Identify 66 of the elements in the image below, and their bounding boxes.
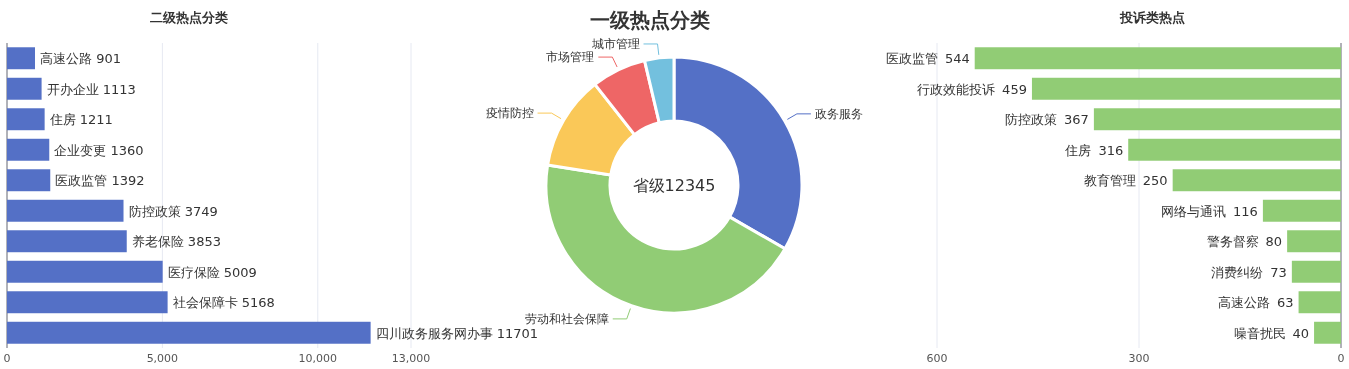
- data-label: 116: [1233, 203, 1258, 219]
- bar: [7, 169, 51, 192]
- data-label: 开办企业 1113: [46, 81, 136, 97]
- chart-title: 投诉类热点: [1118, 10, 1185, 25]
- data-label: 企业变更 1360: [54, 142, 144, 158]
- y-tick-label: 防控政策: [1005, 112, 1058, 128]
- data-label: 73: [1270, 264, 1287, 280]
- slice-label: 城市管理: [590, 36, 640, 51]
- data-label: 社会保障卡 5168: [172, 295, 275, 311]
- x-tick-label: 0: [1337, 352, 1345, 365]
- slice-label: 劳动和社会保障: [524, 311, 609, 326]
- data-label: 防控政策 3749: [128, 203, 218, 219]
- data-label: 高速公路 901: [40, 51, 121, 67]
- y-tick-label: 噪音扰民: [1233, 325, 1286, 341]
- slice-label: 市场管理: [546, 50, 595, 65]
- data-label: 医政监管 1392: [55, 173, 145, 189]
- bar: [1287, 230, 1341, 253]
- x-tick-label: 300: [1128, 352, 1150, 365]
- bar: [7, 291, 168, 314]
- data-label: 养老保险 3853: [131, 234, 221, 250]
- bar: [7, 77, 42, 100]
- chart-title: 二级热点分类: [150, 10, 228, 25]
- x-tick-label: 13,000: [391, 352, 431, 365]
- y-tick-label: 消费纠纷: [1211, 264, 1264, 280]
- bar: [1291, 260, 1341, 283]
- data-label: 459: [1002, 81, 1027, 97]
- bar: [1314, 321, 1341, 344]
- y-tick-label: 医政监管: [885, 51, 938, 67]
- data-label: 40: [1292, 325, 1310, 341]
- bar: [7, 230, 127, 253]
- data-label: 80: [1265, 234, 1283, 250]
- y-tick-label: 行政效能投诉: [917, 81, 996, 97]
- bar: [1031, 77, 1341, 100]
- y-tick-label: 教育管理: [1083, 173, 1136, 189]
- data-label: 316: [1098, 142, 1124, 158]
- data-label: 住房 1211: [48, 112, 113, 128]
- bar: [1093, 108, 1341, 131]
- bar: [1298, 291, 1341, 314]
- data-label: 医疗保险 5009: [167, 264, 257, 280]
- x-tick-label: 600: [926, 352, 948, 365]
- bar: [1262, 199, 1341, 222]
- slice-label: 政务服务: [814, 106, 863, 121]
- data-label: 63: [1277, 295, 1294, 311]
- bar: [1128, 138, 1341, 161]
- y-tick-label: 网络与通讯: [1161, 203, 1227, 219]
- slice-label: 疫情防控: [485, 106, 534, 121]
- y-tick-label: 高速公路: [1218, 295, 1271, 311]
- chart-title: 一级热点分类: [590, 8, 710, 32]
- x-tick-label: 5,000: [146, 352, 179, 365]
- data-label: 250: [1142, 173, 1168, 189]
- bar: [7, 321, 371, 344]
- y-tick-label: 住房: [1064, 142, 1092, 158]
- data-label: 544: [944, 51, 970, 67]
- bar: [7, 138, 50, 161]
- bar: [1172, 169, 1341, 192]
- bar: [7, 199, 124, 222]
- bar: [974, 47, 1341, 70]
- data-label: 四川政务服务网办事 11701: [375, 325, 539, 341]
- x-tick-label: 0: [3, 352, 11, 365]
- bar: [7, 108, 45, 131]
- y-tick-label: 警务督察: [1206, 234, 1259, 250]
- data-label: 367: [1064, 112, 1089, 128]
- bar: [7, 47, 35, 70]
- bar: [7, 260, 163, 283]
- text: 省级12345: [632, 176, 716, 195]
- x-tick-label: 10,000: [298, 352, 338, 365]
